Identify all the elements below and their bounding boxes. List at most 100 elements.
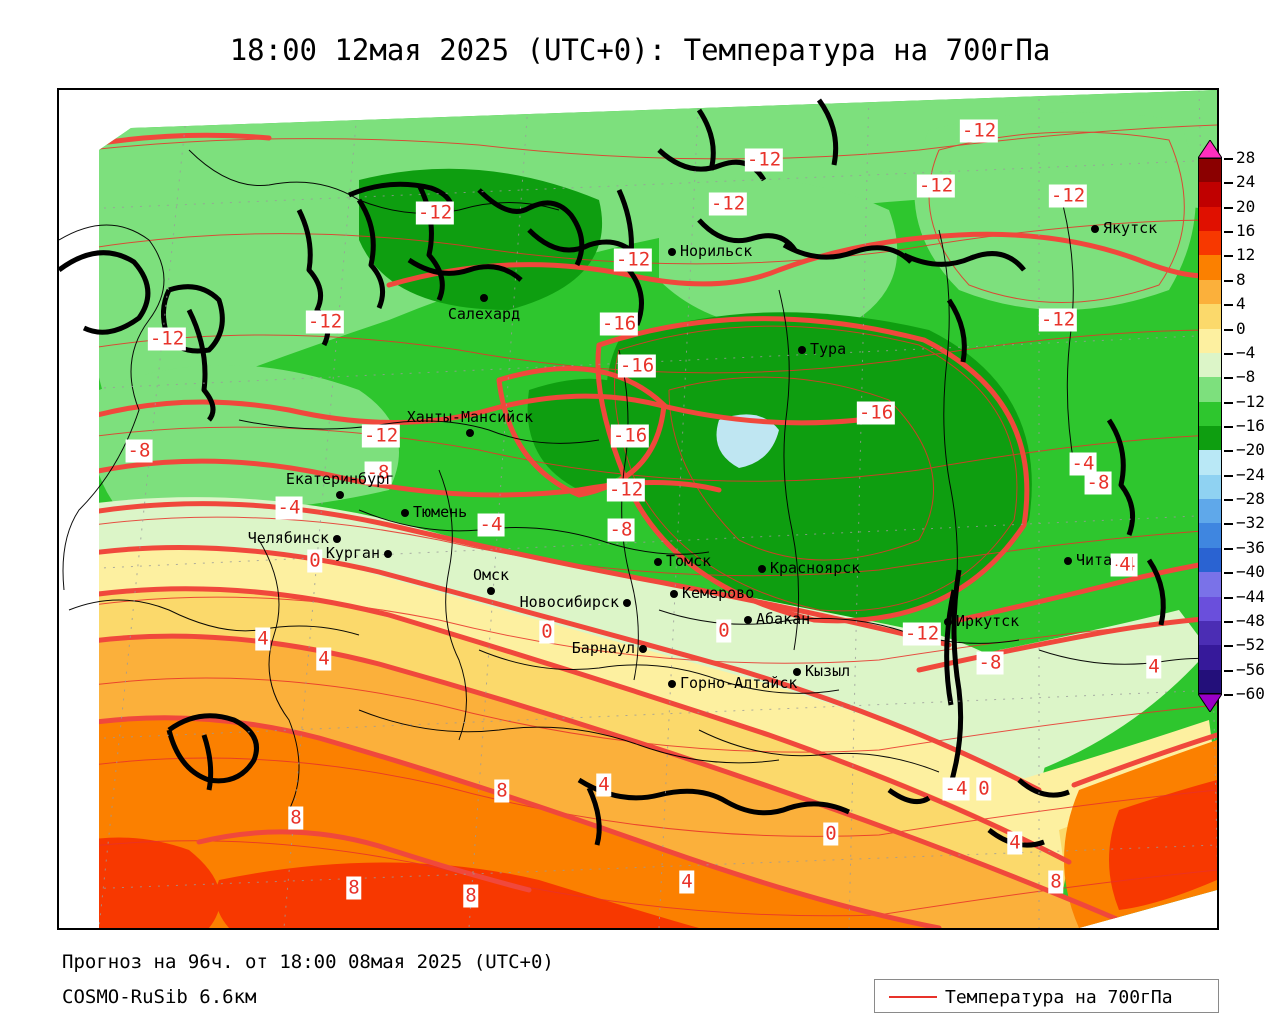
page-title: 18:00 12мая 2025 (UTC+0): Температура на… [229, 33, 1051, 67]
colorbar-tick [1224, 450, 1233, 453]
contour-label: -16 [856, 401, 896, 425]
colorbar-tick [1224, 231, 1233, 234]
colorbar-tick [1224, 572, 1233, 575]
colorbar-tick-label: 28 [1236, 148, 1256, 167]
forecast-info-line: Прогноз на 96ч. от 18:00 08мая 2025 (UTC… [62, 951, 554, 973]
colorbar-band [1198, 158, 1222, 183]
contour-label: 0 [307, 549, 323, 573]
colorbar-tick-label: −20 [1236, 440, 1265, 460]
city-dot-icon [944, 618, 952, 626]
colorbar-tick [1224, 426, 1233, 428]
city-dot-icon [1091, 225, 1099, 233]
contour-label: 4 [255, 627, 271, 651]
colorbar-band [1198, 450, 1222, 475]
contour-label: 0 [716, 619, 732, 643]
colorbar-tick-label: −36 [1236, 537, 1265, 557]
colorbar-tick-label: −48 [1236, 610, 1265, 630]
colorbar-band [1198, 377, 1222, 402]
contour-label: -8 [607, 518, 635, 542]
colorbar-tick-label: −32 [1236, 513, 1265, 533]
legend-box: Температура на 700гПа [874, 979, 1219, 1013]
contour-label: 4 [1007, 831, 1023, 855]
colorbar-tick-label: 24 [1236, 172, 1256, 192]
city-dot-icon [623, 599, 631, 607]
contour-label: -12 [147, 327, 187, 351]
contour-label: -4 [1069, 452, 1097, 476]
city-dot-icon [336, 491, 344, 499]
city-name: Курган [325, 544, 380, 562]
city-dot-icon [670, 590, 678, 598]
colorbar-tick [1224, 352, 1233, 355]
city-name: Красноярск [770, 559, 861, 577]
colorbar-tick-label: 4 [1236, 294, 1246, 314]
contour-label: -4 [275, 496, 303, 520]
city-dot-icon [1064, 557, 1072, 565]
colorbar-tick-label: −4 [1236, 342, 1256, 362]
colorbar-tick-label: 16 [1236, 221, 1256, 241]
city-name: Челябинск [247, 529, 329, 547]
colorbar-tick [1224, 255, 1233, 258]
city-dot-icon [639, 645, 647, 653]
city-dot-icon [401, 509, 409, 517]
colorbar-band [1198, 547, 1222, 573]
city-dot-icon [654, 558, 662, 566]
city-dot-icon [668, 680, 676, 688]
colorbar-tick-label: −56 [1236, 659, 1265, 679]
city-name: Горно-Алтайск [680, 674, 798, 692]
colorbar-tick-label: −24 [1236, 464, 1265, 484]
contour-label: -12 [606, 478, 646, 502]
city-name: Кемерово [682, 584, 755, 602]
colorbar-tick-label: −52 [1236, 635, 1265, 655]
colorbar-tick [1224, 401, 1233, 404]
contour-label: -12 [305, 310, 345, 334]
contour-label: -12 [959, 119, 999, 143]
colorbar-band [1198, 499, 1222, 524]
contour-label: 4 [1146, 655, 1162, 679]
colorbar-tick [1224, 523, 1233, 526]
city-name: Абакан [756, 610, 811, 628]
colorbar: 28 24 20 16 12 8 4 0 −4 −8 −12 −16 −20 −24 −28 −32 −36 −4… [1198, 140, 1265, 712]
colorbar-tick-label: 8 [1236, 269, 1246, 289]
contour-label: -12 [361, 424, 401, 448]
colorbar-tick-label: 0 [1236, 318, 1246, 338]
colorbar-band [1198, 279, 1222, 305]
map-frame[interactable]: -12 -12 -12 -12 -12 -12 -12 -12 -12 -12 -16 -16 -16 -… [57, 88, 1219, 930]
contour-label: -8 [1084, 471, 1112, 495]
contour-label: 8 [288, 806, 304, 830]
colorbar-tick [1224, 620, 1233, 623]
contour-label: 4 [316, 647, 332, 671]
contour-label: -8 [125, 439, 153, 463]
minor-contours [99, 124, 1217, 917]
colorbar-tick [1224, 182, 1233, 185]
city-name: Иркутск [956, 612, 1020, 630]
colorbar-band [1198, 352, 1222, 378]
city-name: Якутск [1103, 219, 1158, 237]
colorbar-tick [1224, 328, 1233, 331]
contour-label: 0 [539, 620, 555, 644]
city-name: Норильск [680, 242, 753, 260]
city-dot-icon [384, 550, 392, 558]
contour-label: -8 [364, 461, 392, 485]
city-name: Салехард [447, 305, 521, 323]
city-dot-icon [333, 535, 341, 543]
city-dot-icon [793, 668, 801, 676]
contour-label: -12 [708, 192, 748, 216]
colorbar-tick [1224, 547, 1233, 550]
colorbar-band [1198, 572, 1222, 597]
colorbar-tick [1224, 206, 1233, 209]
city-dot-icon [466, 429, 474, 437]
colorbar-tick [1224, 158, 1233, 160]
colorbar-tick-label: −8 [1236, 367, 1256, 387]
contour-label: -12 [1038, 308, 1078, 332]
colorbar-band [1198, 401, 1222, 426]
contour-label: -12 [613, 248, 653, 272]
colorbar-band [1198, 231, 1222, 256]
colorbar-tick [1224, 669, 1233, 672]
contour-label: -12 [744, 148, 784, 172]
colorbar-band [1198, 620, 1222, 646]
contour-label: 8 [1048, 870, 1064, 894]
contour-label: -8 [976, 651, 1004, 675]
contour-label: -12 [916, 174, 956, 198]
colorbar-overflow-arrow-top [1198, 140, 1222, 158]
colorbar-band [1198, 523, 1222, 548]
